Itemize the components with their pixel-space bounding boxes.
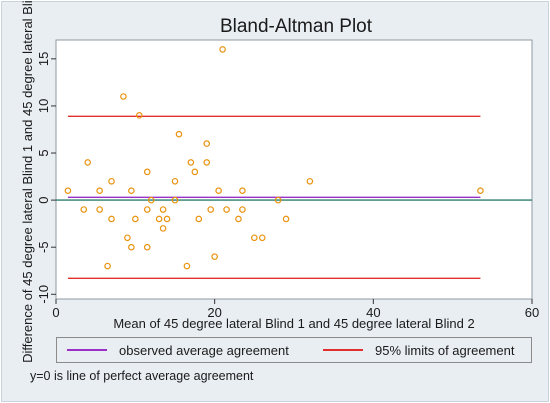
x-tick-label: 60 bbox=[525, 305, 539, 320]
data-point-26 bbox=[187, 159, 195, 166]
data-point-11 bbox=[128, 243, 135, 251]
data-point-24 bbox=[175, 130, 183, 138]
data-point-13 bbox=[136, 112, 143, 119]
data-point-9 bbox=[124, 234, 131, 242]
legend-item-observed: observed average agreement bbox=[57, 343, 313, 358]
data-point-8 bbox=[120, 93, 127, 100]
legend-item-limits: 95% limits of agreement bbox=[313, 343, 514, 358]
data-point-35 bbox=[223, 206, 230, 213]
data-point-38 bbox=[239, 206, 246, 213]
legend: observed average agreement 95% limits of… bbox=[56, 337, 532, 363]
data-point-31 bbox=[207, 206, 215, 213]
data-point-7 bbox=[108, 215, 115, 223]
y-tick-label: 10 bbox=[36, 99, 51, 113]
y-tick-label: -10 bbox=[36, 285, 51, 304]
data-point-33 bbox=[215, 187, 222, 194]
chart-title: Bland-Altman Plot bbox=[220, 16, 373, 37]
data-point-28 bbox=[195, 215, 203, 223]
data-point-16 bbox=[143, 243, 151, 251]
data-point-1 bbox=[80, 206, 88, 213]
scatter-points bbox=[64, 46, 484, 270]
footnote: y=0 is line of perfect average agreement bbox=[30, 369, 254, 383]
data-point-19 bbox=[159, 206, 167, 213]
data-point-40 bbox=[258, 234, 266, 242]
data-point-10 bbox=[128, 187, 135, 194]
data-point-4 bbox=[96, 187, 103, 194]
data-point-41 bbox=[274, 196, 282, 204]
x-axis-title: Mean of 45 degree lateral Blind 1 and 45… bbox=[113, 316, 474, 331]
axes-layer: 0 20 40 60 -10 -5 0 5 10 15 bbox=[36, 52, 539, 320]
x-tick-label: 0 bbox=[52, 305, 59, 320]
data-point-34 bbox=[219, 46, 226, 53]
data-point-14 bbox=[143, 168, 151, 176]
y-tick-label: 0 bbox=[36, 196, 51, 203]
data-point-17 bbox=[147, 196, 155, 204]
data-point-44 bbox=[477, 187, 484, 194]
data-point-0 bbox=[64, 187, 72, 194]
data-point-37 bbox=[239, 187, 246, 194]
data-point-3 bbox=[96, 206, 103, 213]
data-point-25 bbox=[183, 262, 191, 270]
y-tick-label: 5 bbox=[36, 149, 51, 156]
legend-label-observed: observed average agreement bbox=[119, 342, 289, 358]
data-point-30 bbox=[203, 159, 211, 166]
data-point-39 bbox=[251, 234, 258, 242]
data-point-23 bbox=[171, 196, 179, 204]
data-point-36 bbox=[235, 215, 242, 223]
legend-swatch-red bbox=[323, 349, 363, 351]
data-point-22 bbox=[171, 177, 179, 185]
reference-lines bbox=[56, 115, 532, 279]
data-point-21 bbox=[163, 215, 171, 223]
data-point-2 bbox=[84, 159, 92, 166]
y-axis-title: Difference of 45 degree lateral Blind 1 … bbox=[20, 0, 35, 363]
legend-swatch-purple bbox=[67, 349, 107, 351]
data-point-42 bbox=[282, 215, 290, 223]
x-tick-label: 40 bbox=[366, 305, 380, 320]
data-point-27 bbox=[191, 168, 199, 176]
data-point-43 bbox=[306, 177, 314, 185]
y-tick-label: -5 bbox=[36, 241, 51, 253]
y-tick-label: 15 bbox=[36, 52, 51, 66]
data-point-18 bbox=[155, 215, 163, 223]
data-point-12 bbox=[132, 215, 139, 223]
data-point-20 bbox=[159, 225, 167, 232]
data-point-32 bbox=[211, 253, 218, 260]
data-point-29 bbox=[203, 140, 211, 147]
data-point-5 bbox=[104, 262, 111, 270]
legend-label-limits: 95% limits of agreement bbox=[375, 342, 515, 358]
data-point-15 bbox=[143, 206, 151, 213]
x-tick-label: 20 bbox=[207, 305, 221, 320]
plot-area bbox=[55, 39, 533, 300]
data-point-6 bbox=[108, 177, 115, 185]
